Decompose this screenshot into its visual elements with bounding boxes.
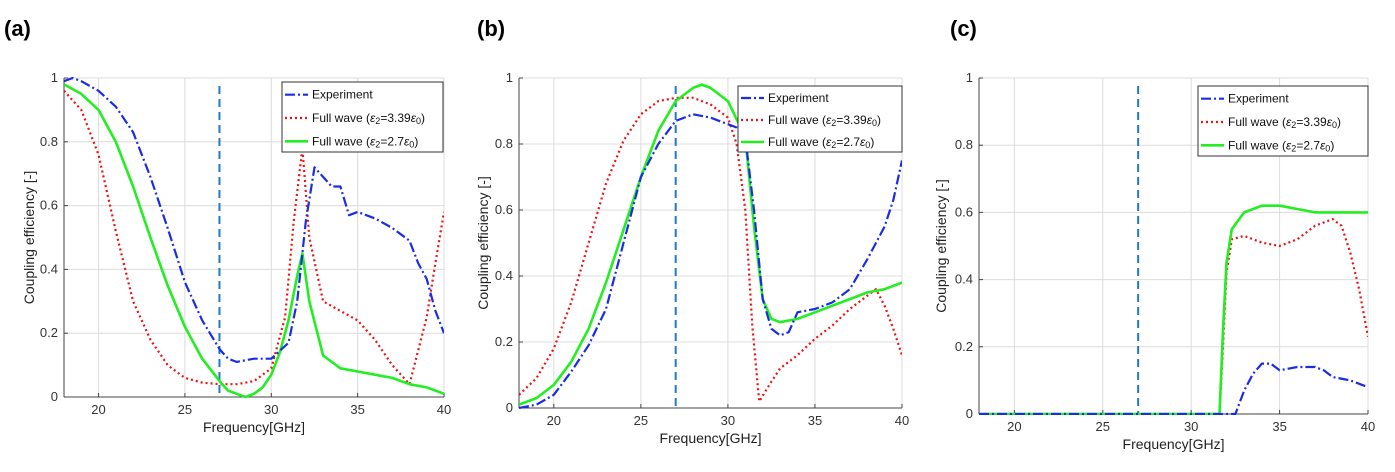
legend-label: Full wave (ε2=3.39ε0) — [312, 111, 425, 126]
y-tick-label: 0.8 — [955, 137, 973, 152]
panel-label: (c) — [950, 16, 977, 41]
x-tick-label: 25 — [634, 413, 648, 428]
legend-label: Full wave (ε2=2.7ε0) — [1228, 138, 1334, 153]
x-tick-label: 40 — [437, 402, 451, 417]
series-line-2 — [519, 96, 902, 403]
x-tick-label: 30 — [721, 413, 735, 428]
y-tick-label: 0 — [966, 406, 973, 421]
y-tick-label: 0.4 — [40, 261, 58, 276]
x-axis-label: Frequency[GHz] — [203, 419, 305, 435]
x-tick-label: 20 — [1007, 419, 1021, 434]
x-tick-label: 35 — [350, 402, 364, 417]
legend-label: Experiment — [1228, 92, 1289, 106]
y-axis-label: Coupling efficiency [-] — [933, 179, 949, 313]
legend-label: Experiment — [312, 88, 373, 102]
legend-box — [281, 81, 444, 153]
y-tick-label: 0 — [506, 400, 513, 415]
y-axis-label: Coupling efficiency [-] — [475, 176, 491, 310]
y-tick-label: 0.8 — [495, 136, 513, 151]
series-line-2 — [64, 90, 444, 386]
x-tick-label: 30 — [264, 402, 278, 417]
legend-label: Experiment — [768, 91, 829, 105]
series-line-1 — [64, 76, 444, 363]
x-tick-label: 30 — [1184, 419, 1198, 434]
y-tick-label: 0.6 — [40, 198, 58, 213]
y-tick-label: 0.6 — [495, 202, 513, 217]
chart-panel-3: (c) 20 25 30 35 40 0 0.2 0.4 0.6 0.8 1 Frequency[GHz… — [933, 16, 1375, 452]
legend-label: Full wave (ε2=3.39ε0) — [1228, 115, 1341, 130]
x-tick-label: 35 — [1272, 419, 1286, 434]
x-tick-label: 20 — [547, 413, 561, 428]
series-line-3 — [519, 83, 902, 406]
legend: Experiment Full wave (ε2=3.39ε0) Full wave… — [1197, 85, 1369, 157]
x-axis-label: Frequency[GHz] — [660, 430, 762, 446]
panel-label: (a) — [4, 16, 31, 41]
x-tick-label: 40 — [1361, 419, 1375, 434]
y-tick-label: 1 — [506, 70, 513, 85]
legend-label: Full wave (ε2=2.7ε0) — [312, 134, 418, 149]
legend-box — [737, 85, 903, 153]
legend-label: Full wave (ε2=3.39ε0) — [768, 113, 881, 128]
x-tick-label: 35 — [808, 413, 822, 428]
chart-panel-1: (a) 20 25 30 35 40 0 0.2 0.4 0.6 0.8 1 Frequency[GHz… — [4, 16, 451, 435]
legend-box — [1197, 85, 1369, 157]
panel-label: (b) — [477, 16, 505, 41]
y-tick-label: 0.8 — [40, 134, 58, 149]
x-tick-label: 20 — [91, 402, 105, 417]
x-axis-label: Frequency[GHz] — [1123, 436, 1225, 452]
y-axis-label: Coupling efficiency [-] — [21, 171, 37, 305]
x-tick-label: 40 — [895, 413, 909, 428]
legend-label: Full wave (ε2=2.7ε0) — [768, 135, 874, 150]
series-line-3 — [64, 83, 444, 398]
x-tick-label: 25 — [178, 402, 192, 417]
y-tick-label: 0.2 — [40, 325, 58, 340]
y-tick-label: 1 — [51, 70, 58, 85]
chart-panel-2: (b) 20 25 30 35 40 0 0.2 0.4 0.6 0.8 1 Frequency[GHz… — [475, 16, 909, 446]
x-tick-label: 25 — [1096, 419, 1110, 434]
y-tick-label: 0.4 — [955, 272, 973, 287]
y-tick-label: 0.2 — [495, 334, 513, 349]
legend: Experiment Full wave (ε2=3.39ε0) Full wave… — [281, 81, 444, 153]
y-tick-label: 0.4 — [495, 268, 513, 283]
series-line-2 — [979, 218, 1368, 415]
y-tick-label: 0 — [51, 389, 58, 404]
y-tick-label: 0.2 — [955, 339, 973, 354]
y-tick-label: 1 — [966, 70, 973, 85]
y-tick-label: 0.6 — [955, 204, 973, 219]
legend: Experiment Full wave (ε2=3.39ε0) Full wave… — [737, 85, 903, 153]
